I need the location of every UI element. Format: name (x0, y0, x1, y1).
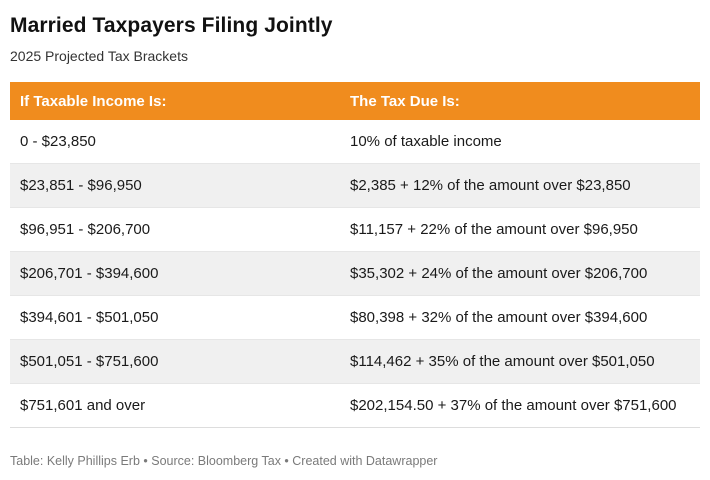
income-range-cell: $394,601 - $501,050 (10, 295, 340, 340)
table-header-row: If Taxable Income Is: The Tax Due Is: (10, 82, 700, 120)
table-row: $394,601 - $501,050 $80,398 + 32% of the … (10, 295, 700, 340)
tax-due-cell: $202,154.50 + 37% of the amount over $75… (340, 383, 700, 428)
table-row: $751,601 and over $202,154.50 + 37% of th… (10, 383, 700, 428)
table-row: $206,701 - $394,600 $35,302 + 24% of the … (10, 251, 700, 296)
tax-brackets-table: If Taxable Income Is: The Tax Due Is: 0 … (10, 82, 700, 428)
tax-due-cell: $114,462 + 35% of the amount over $501,0… (340, 339, 700, 384)
tax-due-cell: $80,398 + 32% of the amount over $394,60… (340, 295, 700, 340)
attribution-footer: Table: Kelly Phillips Erb • Source: Bloo… (10, 454, 438, 468)
income-range-cell: $751,601 and over (10, 383, 340, 428)
tax-due-cell: $2,385 + 12% of the amount over $23,850 (340, 163, 700, 208)
income-range-cell: 0 - $23,850 (20, 133, 96, 150)
income-range-cell: $206,701 - $394,600 (10, 251, 340, 296)
tax-due-cell: $35,302 + 24% of the amount over $206,70… (340, 251, 700, 296)
table-row: $96,951 - $206,700 $11,157 + 22% of the a… (10, 207, 700, 252)
table-row: 0 - $23,850 10% of taxable income (10, 120, 700, 164)
page-title: Married Taxpayers Filing Jointly (10, 14, 333, 37)
column-header-tax-due: The Tax Due Is: (340, 82, 700, 120)
income-range-cell: $23,851 - $96,950 (10, 163, 340, 208)
chart-subtitle: 2025 Projected Tax Brackets (10, 48, 188, 64)
tax-due-cell: 10% of taxable income (350, 133, 502, 150)
table-row: $501,051 - $751,600 $114,462 + 35% of the… (10, 339, 700, 384)
tax-due-cell: $11,157 + 22% of the amount over $96,950 (340, 207, 700, 252)
column-header-taxable-income: If Taxable Income Is: (10, 82, 340, 120)
income-range-cell: $501,051 - $751,600 (10, 339, 340, 384)
table-body: 0 - $23,850 10% of taxable income $23,851 … (10, 120, 700, 428)
table-row: $23,851 - $96,950 $2,385 + 12% of the amo… (10, 163, 700, 208)
income-range-cell: $96,951 - $206,700 (10, 207, 340, 252)
